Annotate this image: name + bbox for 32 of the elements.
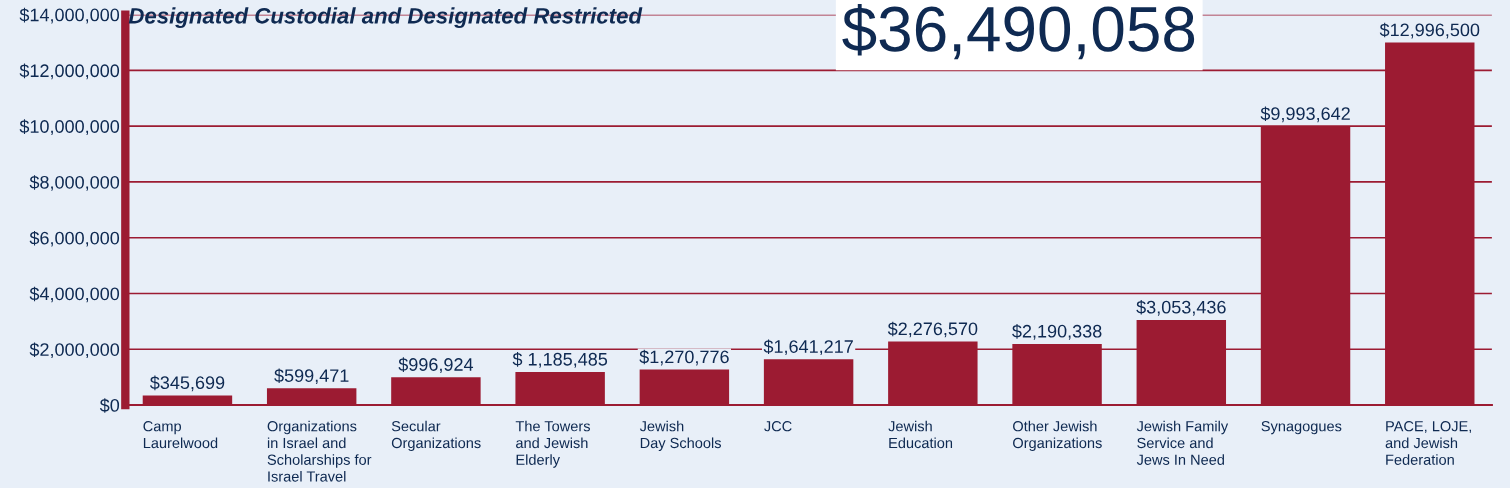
data-label: $12,996,500: [1379, 22, 1480, 39]
y-tick-label: $6,000,000: [29, 230, 120, 247]
data-label: $2,276,570: [887, 321, 978, 338]
chart-title: Designated Custodial and Designated Restricted: [128, 7, 643, 29]
x-tick-label: Organizations in Israel and Scholarships for Israel Travel: [267, 420, 372, 482]
data-label: $599,471: [274, 368, 349, 385]
x-tick-label: Synagogues: [1261, 421, 1342, 435]
data-label: $345,699: [149, 375, 225, 392]
y-tick-label: $12,000,000: [19, 63, 120, 80]
x-tick-label: Secular Organizations: [391, 420, 481, 452]
x-tick-label: Jewish Education: [888, 420, 953, 449]
data-label: $1,641,217: [763, 339, 853, 356]
y-tick-label: $2,000,000: [29, 342, 120, 359]
x-tick-label: Jewish Day Schools: [639, 420, 721, 452]
x-tick-label: Other Jewish Organizations: [1013, 420, 1102, 452]
data-label: $2,190,338: [1012, 324, 1102, 340]
data-label: $9,993,642: [1260, 106, 1350, 123]
x-tick-label: JCC: [764, 421, 792, 432]
x-tick-label: Jewish Family Service and Jews In Need: [1136, 420, 1229, 465]
annotation: $36,490,058: [842, 3, 1195, 60]
y-tick-label: $14,000,000: [19, 7, 120, 24]
x-tick-label: The Towers and Jewish Elderly: [515, 420, 590, 468]
y-tick-label: $4,000,000: [29, 286, 120, 303]
data-label: $996,924: [398, 357, 474, 374]
data-label: $3,053,436: [1136, 300, 1226, 316]
data-label: $ 1,185,485: [512, 352, 608, 368]
x-tick-label: PACE, LOJE, and Jewish Federation: [1385, 421, 1471, 465]
x-tick-label: Camp Laurelwood: [143, 421, 218, 449]
data-label: $1,270,776: [639, 349, 729, 366]
y-tick-label: $10,000,000: [19, 119, 120, 136]
y-tick-label: $0: [99, 398, 120, 413]
y-tick-label: $8,000,000: [29, 175, 120, 191]
